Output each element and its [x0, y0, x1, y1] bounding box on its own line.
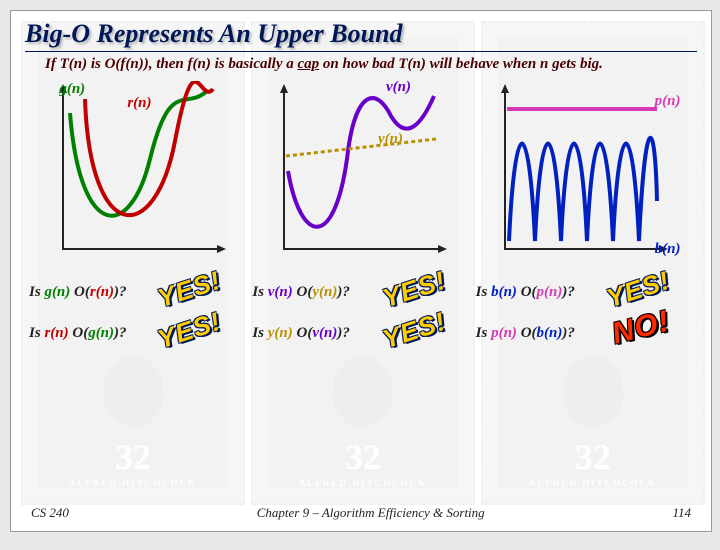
charts-row: g(n) r(n) v(n) y(n) p(n) b(n) — [25, 81, 697, 266]
slide: 32ALFRED HITCHCOCK 32ALFRED HITCHCOCK 32… — [10, 10, 712, 532]
footer-center: Chapter 9 – Algorithm Efficiency & Sorti… — [257, 505, 485, 521]
chart-label: g(n) — [59, 81, 85, 98]
question-cell: Is y(n) O(v(n))?YES! — [252, 325, 469, 342]
chart-label: p(n) — [655, 93, 681, 110]
footer: CS 240 Chapter 9 – Algorithm Efficiency … — [11, 505, 711, 521]
content-area: Big-O Represents An Upper Bound If T(n) … — [11, 11, 711, 350]
chart-2-svg — [256, 81, 456, 261]
chart-label: v(n) — [386, 79, 411, 96]
chart-label: y(n) — [378, 131, 403, 148]
chart-2: v(n) y(n) — [256, 81, 456, 266]
question-cell: Is v(n) O(y(n))?YES! — [252, 284, 469, 301]
slide-subtitle: If T(n) is O(f(n)), then f(n) is basical… — [25, 56, 697, 73]
question-grid: Is g(n) O(r(n))?YES! Is v(n) O(y(n))?YES!… — [25, 284, 697, 342]
chart-1: g(n) r(n) — [35, 81, 235, 266]
slide-title: Big-O Represents An Upper Bound — [25, 19, 697, 52]
question-cell: Is b(n) O(p(n))?YES! — [476, 284, 693, 301]
footer-left: CS 240 — [31, 505, 69, 521]
chart-3: p(n) b(n) — [477, 81, 687, 266]
question-cell: Is p(n) O(b(n))?NO! — [476, 325, 693, 342]
chart-label: b(n) — [655, 241, 681, 258]
footer-right: 114 — [672, 505, 691, 521]
chart-label: r(n) — [127, 95, 151, 112]
question-cell: Is g(n) O(r(n))?YES! — [29, 284, 246, 301]
question-cell: Is r(n) O(g(n))?YES! — [29, 325, 246, 342]
